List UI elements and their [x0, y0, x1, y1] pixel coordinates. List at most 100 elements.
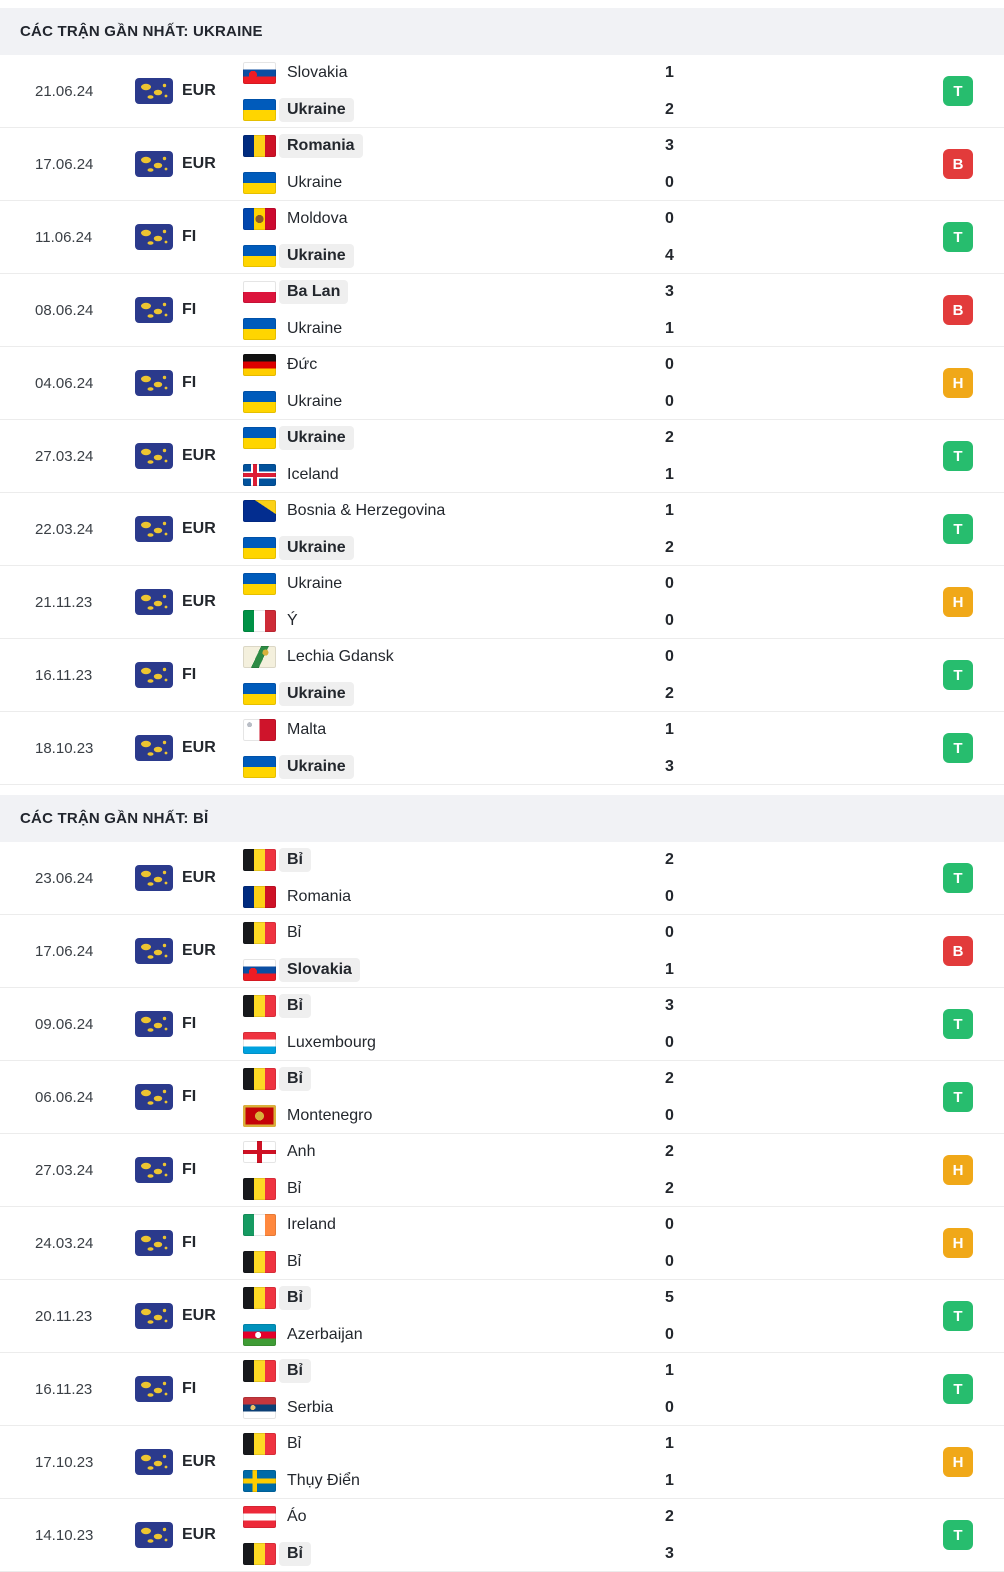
away-team-score: 2 [665, 100, 674, 118]
match-row[interactable]: 23.06.24 EUR Bỉ 2 Ro [0, 842, 1004, 915]
competition-label: EUR [182, 447, 216, 464]
competition-icon [135, 1376, 173, 1402]
competition-icon [135, 1449, 173, 1475]
match-row[interactable]: 16.11.23 FI Lechia Gdansk 0 [0, 639, 1004, 712]
competition-label: FI [182, 1161, 197, 1178]
match-row[interactable]: 08.06.24 FI Ba Lan 3 [0, 274, 1004, 347]
home-team-row: Ukraine 2 [243, 425, 679, 450]
result-badge: T [943, 76, 973, 106]
competition-icon [135, 1522, 173, 1548]
away-team-row: Thụy Điển 1 [243, 1469, 679, 1493]
away-team-row: Serbia 0 [243, 1396, 679, 1420]
home-team-name: Romania [279, 133, 363, 158]
result-badge: T [943, 1520, 973, 1550]
match-date: 20.11.23 [35, 1307, 93, 1325]
match-row[interactable]: 16.11.23 FI Bỉ 1 Ser [0, 1353, 1004, 1426]
competition-badge: FI [135, 662, 243, 688]
result-column: T [943, 1082, 973, 1112]
match-row[interactable]: 20.11.23 EUR Bỉ 5 Az [0, 1280, 1004, 1353]
competition-badge: EUR [135, 1522, 243, 1548]
away-team-score: 2 [665, 538, 674, 556]
teams: Romania 3 Ukraine 0 [243, 133, 679, 195]
away-team-score: 0 [665, 887, 674, 905]
home-team-row: Bỉ 2 [243, 847, 679, 872]
ukraine-flag-icon [243, 171, 276, 194]
competition-label: FI [182, 374, 197, 391]
teams: Bỉ 2 Romania 0 [243, 847, 679, 909]
match-row[interactable]: 27.03.24 EUR Ukraine 2 [0, 420, 1004, 493]
belgium-flag-icon [243, 921, 276, 944]
match-row[interactable]: 17.06.24 EUR Romania 3 [0, 128, 1004, 201]
match-row[interactable]: 21.06.24 EUR Slovakia 1 [0, 55, 1004, 128]
home-team-row: Anh 2 [243, 1140, 679, 1164]
belgium-flag-icon [243, 1542, 276, 1565]
match-row[interactable]: 21.11.23 EUR Ukraine 0 [0, 566, 1004, 639]
home-team-score: 0 [665, 923, 674, 941]
competition-badge: FI [135, 370, 243, 396]
competition-label: FI [182, 666, 197, 683]
match-row[interactable]: 04.06.24 FI Đức 0 Uk [0, 347, 1004, 420]
ukraine-flag-icon [243, 244, 276, 267]
competition-badge: FI [135, 1084, 243, 1110]
belgium-flag-icon [243, 1432, 276, 1455]
away-team-score: 0 [665, 173, 674, 191]
result-column: T [943, 1520, 973, 1550]
belgium-flag-icon [243, 1067, 276, 1090]
result-column: T [943, 514, 973, 544]
home-team-score: 1 [665, 1434, 674, 1452]
match-row[interactable]: 18.10.23 EUR Malta 1 [0, 712, 1004, 785]
match-row[interactable]: 22.03.24 EUR Bosnia & Herzegovina 1 [0, 493, 1004, 566]
competition-icon [135, 1011, 173, 1037]
match-row[interactable]: 17.10.23 EUR Bỉ 1 Th [0, 1426, 1004, 1499]
teams: Bỉ 0 Slovakia 1 [243, 921, 679, 982]
home-team-score: 1 [665, 1361, 674, 1379]
match-row[interactable]: 11.06.24 FI Moldova 0 [0, 201, 1004, 274]
match-row[interactable]: 27.03.24 FI Anh 2 Bỉ [0, 1134, 1004, 1207]
match-row[interactable]: 09.06.24 FI Bỉ 3 Lux [0, 988, 1004, 1061]
slovakia-flag-icon [243, 958, 276, 981]
away-team-name: Ukraine [287, 319, 343, 337]
match-row[interactable]: 14.10.23 EUR Áo 2 Bỉ [0, 1499, 1004, 1572]
home-team-name: Bỉ [279, 993, 311, 1018]
away-team-row: Ukraine 4 [243, 243, 679, 268]
competition-badge: FI [135, 1376, 243, 1402]
section-title: CÁC TRẬN GẦN NHẤT: BỈ [0, 795, 1004, 842]
belgium-flag-icon [243, 1177, 276, 1200]
home-team-score: 0 [665, 355, 674, 373]
montenegro-flag-icon [243, 1104, 276, 1127]
home-team-row: Bỉ 3 [243, 993, 679, 1018]
teams: Bỉ 2 Montenegro 0 [243, 1066, 679, 1128]
competition-icon [135, 1230, 173, 1256]
home-team-name: Bỉ [279, 847, 311, 872]
away-team-name: Serbia [287, 1398, 334, 1416]
result-badge: T [943, 441, 973, 471]
away-team-row: Ukraine 2 [243, 535, 679, 560]
away-team-score: 4 [665, 246, 674, 264]
poland-flag-icon [243, 280, 276, 303]
competition-icon [135, 1084, 173, 1110]
ukraine-flag-icon [243, 572, 276, 595]
home-team-row: Bỉ 2 [243, 1066, 679, 1091]
match-row[interactable]: 17.06.24 EUR Bỉ 0 Sl [0, 915, 1004, 988]
teams: Lechia Gdansk 0 Ukraine 2 [243, 645, 679, 706]
match-row[interactable]: 06.06.24 FI Bỉ 2 Mon [0, 1061, 1004, 1134]
away-team-row: Bỉ 0 [243, 1250, 679, 1274]
result-column: H [943, 1155, 973, 1185]
away-team-name: Luxembourg [287, 1033, 376, 1051]
match-row[interactable]: 24.03.24 FI Ireland 0 [0, 1207, 1004, 1280]
competition-icon [135, 865, 173, 891]
ukraine-flag-icon [243, 536, 276, 559]
away-team-score: 0 [665, 1398, 674, 1416]
result-badge: T [943, 1301, 973, 1331]
home-team-score: 5 [665, 1288, 674, 1306]
competition-label: FI [182, 301, 197, 318]
home-team-score: 3 [665, 282, 674, 300]
teams: Moldova 0 Ukraine 4 [243, 207, 679, 268]
match-date: 16.11.23 [35, 666, 93, 684]
result-badge: B [943, 936, 973, 966]
moldova-flag-icon [243, 207, 276, 230]
home-team-name: Áo [287, 1507, 307, 1525]
match-date: 27.03.24 [35, 1161, 94, 1179]
home-team-row: Bỉ 1 [243, 1358, 679, 1383]
home-team-row: Ukraine 0 [243, 572, 679, 596]
